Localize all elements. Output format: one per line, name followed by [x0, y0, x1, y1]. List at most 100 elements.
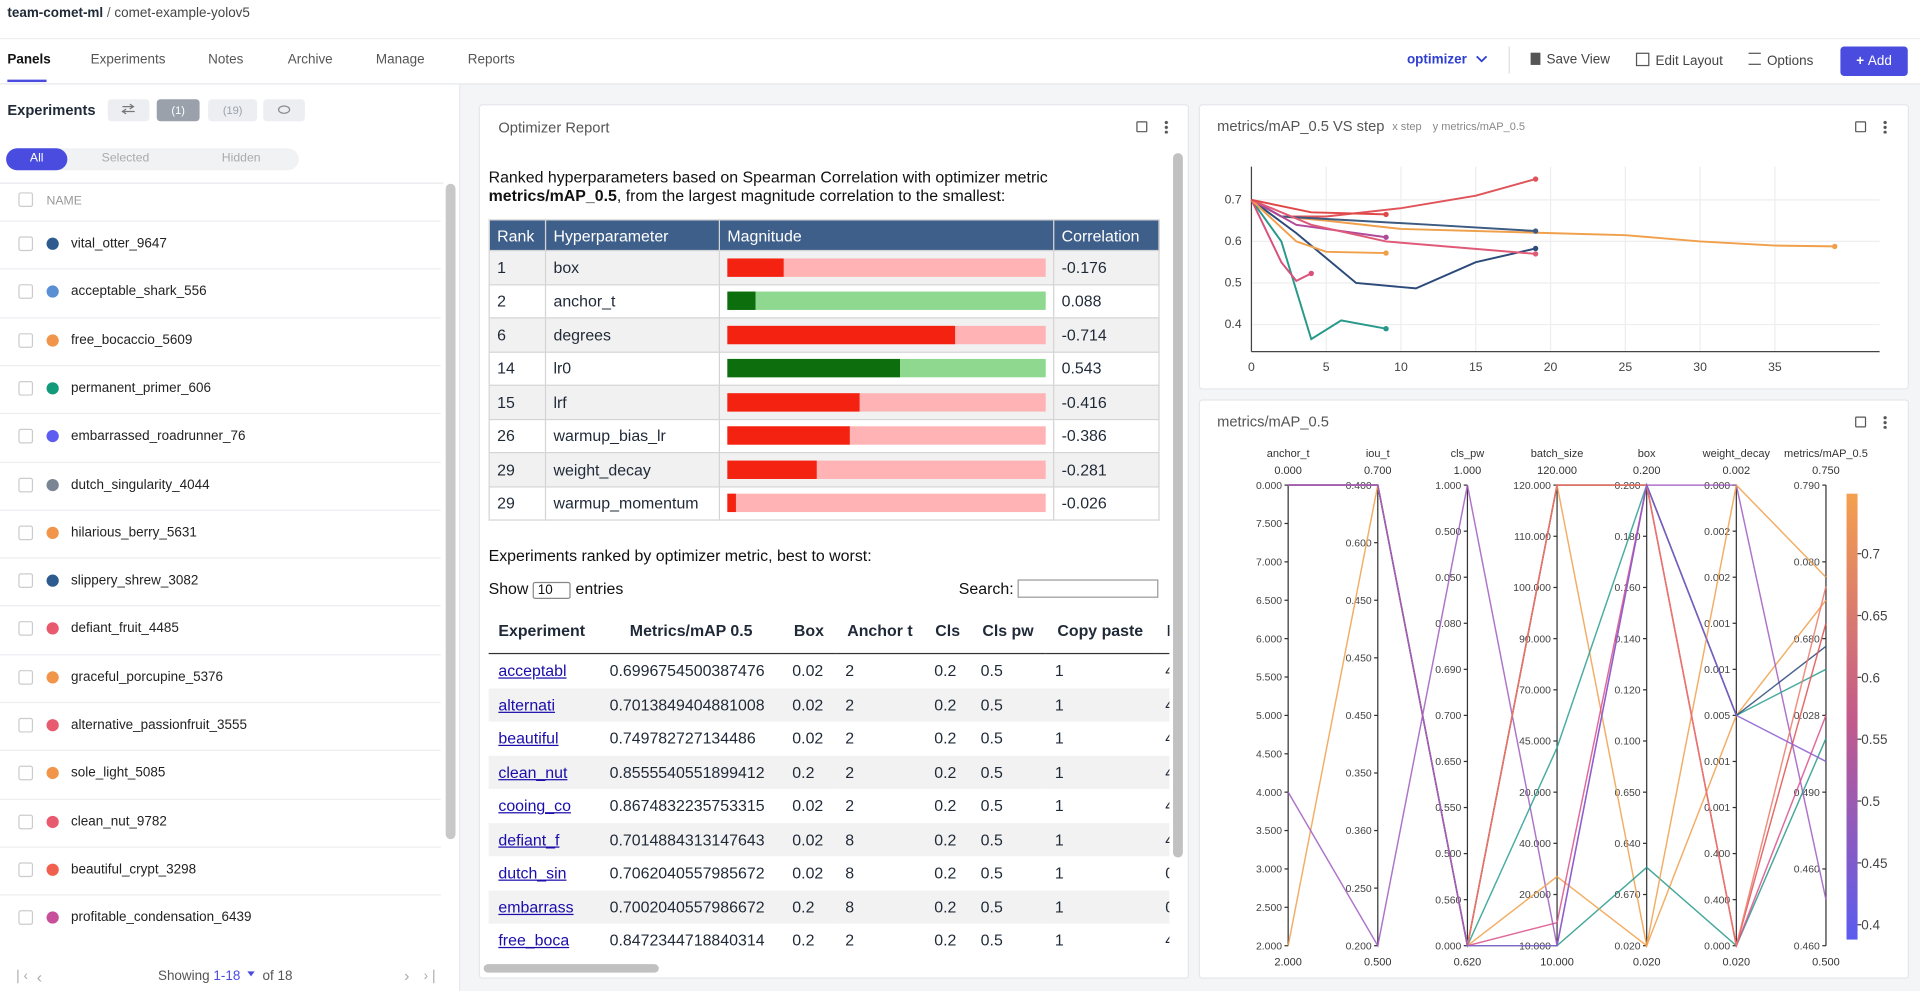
expand-button[interactable]: [1855, 121, 1867, 133]
row-checkbox[interactable]: [18, 717, 34, 733]
row-checkbox[interactable]: [18, 525, 34, 540]
tab[interactable]: Archive: [287, 52, 333, 68]
project-link[interactable]: comet-example-yolov5: [114, 6, 250, 21]
experiment-link[interactable]: beautiful: [498, 729, 559, 748]
column-header[interactable]: Anchor t: [835, 606, 925, 655]
view-selector[interactable]: optimizer: [1407, 53, 1488, 67]
column-header[interactable]: Cls: [924, 606, 971, 655]
search-input[interactable]: [1017, 579, 1159, 598]
row-checkbox[interactable]: [18, 236, 34, 252]
column-header[interactable]: Experiment: [488, 606, 600, 655]
experiment-name[interactable]: slippery_shrew_3082: [71, 573, 199, 589]
swap-button[interactable]: [107, 99, 150, 122]
row-checkbox[interactable]: [18, 910, 34, 926]
last-page-button[interactable]: ›❘: [423, 968, 440, 984]
value-cell: 2: [845, 729, 855, 748]
experiment-name[interactable]: embarrassed_roadrunner_76: [71, 428, 246, 444]
row-checkbox[interactable]: [18, 814, 34, 829]
page-range[interactable]: 1-18: [213, 968, 241, 984]
experiment-name[interactable]: beautiful_crypt_3298: [71, 862, 197, 877]
experiment-name[interactable]: alternative_passionfruit_3555: [71, 717, 248, 733]
grouped-button[interactable]: (19): [208, 99, 258, 122]
experiment-name[interactable]: sole_light_5085: [71, 765, 166, 781]
experiment-link[interactable]: cooing_co: [498, 796, 571, 815]
tick-label: 0.400: [1346, 481, 1372, 492]
experiment-link[interactable]: free_boca: [498, 931, 570, 950]
tab[interactable]: Notes: [208, 52, 244, 68]
row-checkbox[interactable]: [18, 669, 34, 685]
next-page-button[interactable]: ›: [404, 966, 410, 985]
pinned-button[interactable]: (1): [156, 99, 200, 122]
tab[interactable]: Experiments: [90, 52, 166, 68]
tab[interactable]: Manage: [375, 52, 425, 68]
column-header[interactable]: Cls pw: [970, 606, 1046, 655]
add-button[interactable]: + Add: [1840, 46, 1908, 76]
tick-label: 40.000: [1519, 839, 1551, 850]
experiment-name[interactable]: defiant_fruit_4485: [71, 621, 179, 637]
row-checkbox[interactable]: [18, 380, 34, 396]
experiment-link[interactable]: dutch_sin: [498, 863, 567, 883]
options-button[interactable]: Options: [1748, 52, 1813, 69]
experiment-name[interactable]: graceful_porcupine_5376: [71, 669, 224, 685]
experiment-link[interactable]: acceptabl: [498, 661, 567, 681]
row-checkbox[interactable]: [18, 862, 34, 877]
hyperparameter-cell: lr0: [544, 350, 721, 386]
experiment-name[interactable]: acceptable_shark_556: [71, 284, 207, 300]
workspace-link[interactable]: team-comet-ml: [7, 6, 104, 21]
visibility-button[interactable]: [263, 99, 305, 122]
experiment-name[interactable]: profitable_condensation_6439: [71, 910, 252, 926]
first-page-button[interactable]: ❘‹: [12, 968, 29, 984]
column-header[interactable]: Metrics/mAP 0.5: [599, 606, 783, 655]
tab[interactable]: Panels: [7, 52, 51, 68]
colorbar-tick-label: 0.6: [1861, 670, 1880, 685]
breadcrumb: team-comet-ml / comet-example-yolov5: [7, 6, 250, 21]
filter-option[interactable]: All: [6, 148, 68, 171]
horizontal-scrollbar[interactable]: [483, 964, 659, 973]
experiment-link[interactable]: embarrass: [498, 897, 574, 916]
experiment-name[interactable]: dutch_singularity_4044: [71, 477, 210, 492]
column-header[interactable]: Degre: [1155, 606, 1170, 655]
column-header[interactable]: Copy paste: [1045, 606, 1156, 655]
row-checkbox[interactable]: [18, 332, 34, 348]
tick-label: 0.100: [1615, 737, 1641, 748]
expand-button[interactable]: [1855, 416, 1867, 428]
chevron-icon: [1476, 55, 1488, 63]
row-checkbox[interactable]: [18, 477, 34, 492]
edit-layout-button[interactable]: Edit Layout: [1635, 52, 1723, 69]
value-cell: 0.2: [924, 889, 971, 924]
breadcrumb-separator: /: [106, 6, 111, 21]
select-all-checkbox[interactable]: [18, 192, 34, 208]
filter-option[interactable]: Hidden: [221, 151, 261, 166]
row-checkbox[interactable]: [18, 573, 34, 589]
experiment-link[interactable]: defiant_f: [498, 830, 560, 849]
experiment-link[interactable]: alternati: [498, 695, 556, 714]
correlation-cell: -0.026: [1053, 485, 1160, 521]
experiment-link[interactable]: clean_nut: [498, 762, 568, 782]
tick-label: 100.000: [1513, 583, 1551, 594]
column-header[interactable]: Box: [782, 606, 836, 655]
experiment-cell: clean_nut: [488, 755, 600, 789]
prev-page-button[interactable]: ‹: [36, 967, 43, 987]
scrollbar[interactable]: [1173, 153, 1183, 858]
scrollbar[interactable]: [445, 183, 456, 840]
panel-menu-button[interactable]: [1883, 415, 1887, 429]
row-checkbox[interactable]: [18, 765, 34, 781]
panel-menu-button[interactable]: [1883, 120, 1887, 134]
panel-menu-button[interactable]: [1164, 120, 1169, 134]
row-checkbox[interactable]: [18, 428, 34, 444]
entries-select[interactable]: 10: [532, 581, 572, 600]
save-view-button[interactable]: Save View: [1530, 52, 1610, 67]
y-tick-label: 0.7: [1225, 193, 1242, 207]
experiment-name[interactable]: permanent_primer_606: [71, 380, 212, 396]
dimension-name: weight_decay: [1702, 448, 1771, 460]
experiment-name[interactable]: clean_nut_9782: [71, 814, 167, 829]
tab[interactable]: Reports: [467, 52, 515, 68]
row-checkbox[interactable]: [18, 284, 34, 300]
expand-button[interactable]: [1136, 121, 1148, 133]
experiment-name[interactable]: free_bocaccio_5609: [71, 332, 193, 348]
row-checkbox[interactable]: [18, 621, 34, 637]
experiment-name[interactable]: hilarious_berry_5631: [71, 525, 197, 540]
filter-option[interactable]: Selected: [101, 151, 150, 166]
experiment-name[interactable]: vital_otter_9647: [71, 236, 167, 252]
